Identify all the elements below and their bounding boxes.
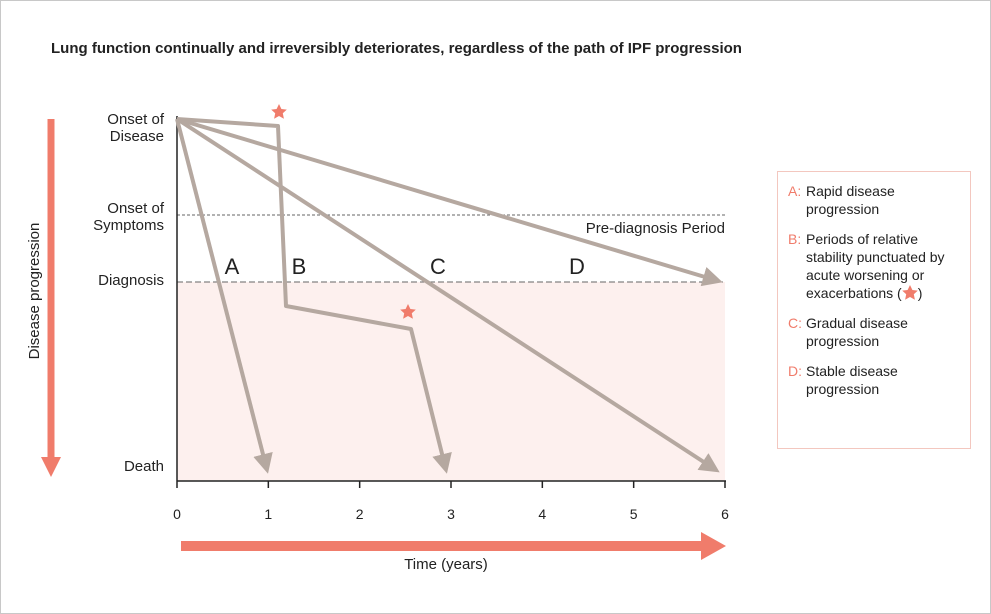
x-arrow [181, 541, 703, 551]
y-level: Onset of [107, 111, 165, 128]
legend-item: C: Gradual disease progression [788, 314, 960, 350]
legend: A: Rapid disease progression B: Periods of… [777, 171, 971, 449]
path-d [176, 117, 723, 287]
legend-key: A: [788, 183, 802, 199]
legend-item: B: Periods of relative stability punctuat… [788, 230, 960, 302]
y-arrow-head [41, 457, 61, 477]
x-ticks: 0 1 2 3 4 5 6 [173, 481, 729, 522]
x-tick-label: 3 [447, 506, 455, 522]
legend-text-part: Periods of relative stability punctuated… [806, 231, 945, 301]
path-label: B [292, 254, 307, 279]
legend-text: Stable disease progression [806, 363, 898, 397]
paths [175, 117, 723, 474]
path-label: D [569, 254, 585, 279]
exacerbation-star [271, 104, 287, 119]
y-level: Diagnosis [98, 272, 164, 289]
x-tick-label: 4 [538, 506, 546, 522]
y-axis-title: Disease progression [26, 223, 43, 360]
legend-key: C: [788, 315, 802, 331]
legend-key: D: [788, 363, 802, 379]
legend-item: D: Stable disease progression [788, 362, 960, 398]
legend-text: Rapid disease progression [806, 183, 895, 217]
legend-item: A: Rapid disease progression [788, 182, 960, 218]
y-level: Disease [110, 128, 164, 145]
x-tick-label: 0 [173, 506, 181, 522]
title: Lung function continually and irreversib… [51, 40, 742, 57]
legend-key: B: [788, 231, 802, 247]
path-label: A [225, 254, 240, 279]
x-tick-label: 6 [721, 506, 729, 522]
path-a [175, 118, 273, 474]
post-diagnosis-region [177, 282, 725, 481]
legend-text: Periods of relative stability punctuated… [806, 230, 960, 302]
exacerbation-star [400, 304, 416, 319]
y-level: Death [124, 458, 164, 475]
legend-star [901, 285, 918, 300]
region-label: Pre-diagnosis Period [586, 220, 725, 237]
legend-text-part: ) [917, 285, 923, 301]
path-b [176, 117, 452, 474]
x-arrow-head [701, 532, 726, 560]
x-axis-title: Time (years) [404, 556, 488, 573]
path-c [175, 117, 720, 473]
y-level: Symptoms [93, 217, 164, 234]
x-tick-label: 2 [356, 506, 364, 522]
x-tick-label: 5 [630, 506, 638, 522]
legend-text: Gradual disease progression [806, 315, 908, 349]
x-tick-label: 1 [264, 506, 272, 522]
y-level: Onset of [107, 200, 165, 217]
path-label: C [430, 254, 446, 279]
